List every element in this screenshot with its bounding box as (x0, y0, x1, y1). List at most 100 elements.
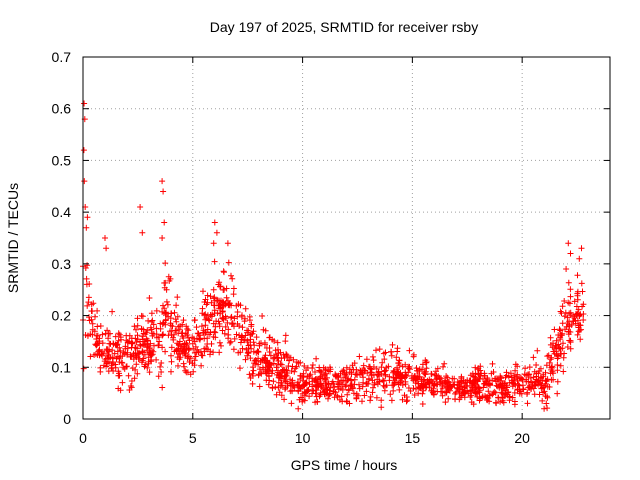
data-point (456, 390, 463, 397)
data-point (169, 323, 176, 330)
data-point (115, 372, 122, 379)
y-tick-label: 0.6 (52, 101, 72, 117)
data-point (208, 340, 215, 347)
data-point (492, 389, 499, 396)
data-point (221, 269, 227, 276)
data-point (168, 358, 175, 365)
data-point (445, 378, 451, 385)
data-point (402, 378, 409, 385)
data-point (246, 317, 253, 324)
data-point (368, 371, 375, 378)
data-point (87, 353, 94, 360)
data-point (119, 379, 126, 386)
data-point (102, 235, 108, 241)
data-point (478, 370, 485, 377)
data-point (230, 285, 237, 292)
data-point (334, 392, 340, 399)
data-point (557, 308, 564, 315)
data-point (577, 336, 584, 343)
data-point (167, 320, 174, 327)
data-point (99, 340, 106, 347)
data-point (270, 355, 277, 362)
data-point (245, 345, 252, 352)
data-point (289, 380, 296, 387)
data-point (511, 398, 518, 405)
data-point (252, 360, 259, 367)
data-point (502, 387, 509, 394)
data-point (419, 390, 426, 397)
data-point (149, 347, 155, 354)
data-points (80, 100, 587, 412)
data-point (524, 391, 530, 397)
data-point (389, 382, 396, 389)
data-point (219, 315, 226, 322)
data-point (500, 399, 507, 406)
data-point (104, 327, 111, 334)
data-point (468, 399, 475, 406)
data-point (399, 363, 406, 370)
data-point (127, 353, 134, 360)
data-point (301, 397, 308, 404)
data-point (396, 386, 403, 393)
data-point (535, 378, 542, 385)
data-point (544, 393, 550, 400)
data-point (203, 301, 210, 308)
data-point (282, 338, 289, 345)
data-point (184, 326, 191, 332)
data-point (200, 288, 206, 295)
data-point (237, 349, 244, 356)
data-point (410, 351, 417, 358)
data-point (269, 384, 276, 391)
data-point (301, 363, 308, 369)
data-point (133, 326, 139, 333)
data-point (493, 400, 500, 407)
data-point (563, 323, 570, 330)
data-point (227, 338, 234, 345)
data-point (558, 332, 565, 339)
data-point (565, 240, 572, 247)
data-point (179, 348, 186, 355)
data-point (578, 280, 585, 287)
data-point (439, 385, 446, 392)
data-point (382, 349, 389, 356)
data-point (575, 306, 582, 313)
data-point (92, 313, 98, 320)
data-point (574, 296, 581, 303)
data-point (224, 240, 231, 247)
data-point (160, 302, 166, 309)
data-point (510, 380, 516, 387)
data-point (297, 359, 304, 366)
data-point (376, 346, 383, 353)
data-point (567, 250, 574, 257)
data-point (477, 367, 484, 374)
data-point (175, 362, 181, 369)
data-point (363, 356, 370, 363)
data-point (580, 311, 587, 317)
data-point (349, 385, 356, 392)
data-point (226, 339, 233, 346)
data-point (574, 272, 581, 279)
data-point (162, 260, 169, 267)
data-point (567, 293, 574, 300)
x-tick-label: 15 (405, 430, 421, 446)
data-point (268, 361, 275, 368)
data-point (484, 375, 491, 381)
data-point (203, 345, 210, 352)
data-point (379, 359, 386, 366)
x-tick-label: 5 (189, 430, 197, 446)
data-point (148, 318, 155, 325)
data-point (183, 323, 190, 330)
data-point (161, 284, 168, 291)
data-point (320, 385, 326, 392)
data-point (177, 354, 184, 361)
data-point (548, 365, 555, 371)
data-point (167, 315, 174, 322)
data-point (85, 332, 91, 339)
data-point (83, 224, 90, 231)
data-point (356, 381, 362, 388)
data-point (385, 363, 392, 370)
data-point (109, 347, 116, 354)
data-point (216, 339, 223, 346)
data-point (342, 373, 349, 380)
data-point (437, 379, 444, 386)
